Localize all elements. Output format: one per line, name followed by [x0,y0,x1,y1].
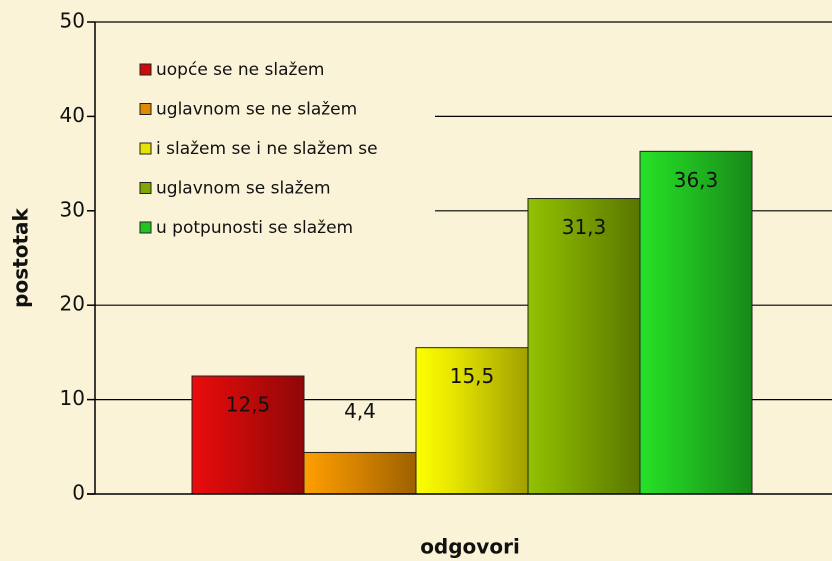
legend-label: u potpunosti se slažem [156,218,353,238]
legend-label: uopće se ne slažem [156,60,324,80]
bar [527,198,641,495]
legend-label: uglavnom se ne slažem [156,100,357,120]
y-tick-label: 10 [60,386,85,410]
data-label: 36,3 [674,168,719,192]
y-tick-label: 30 [60,197,85,221]
y-axis-label: postotak [9,207,33,307]
legend-box [110,40,435,252]
bar [303,451,417,495]
legend-swatch [139,182,152,194]
bar [191,375,305,495]
legend-swatch [139,221,152,234]
legend-label: uglavnom se slažem [156,179,331,199]
y-tick-label: 0 [72,481,85,505]
y-tick-label: 40 [60,103,85,127]
y-tick-label: 20 [60,292,85,316]
bar [639,150,753,495]
data-label: 12,5 [226,393,271,417]
x-axis-label: odgovori [420,535,520,559]
legend-swatch [139,63,152,76]
data-label: 31,3 [562,215,607,239]
data-label: 4,4 [344,399,376,423]
data-label: 15,5 [450,364,495,388]
legend-label: i slažem se i ne slažem se [156,139,378,159]
y-tick-label: 50 [60,9,85,33]
legend-swatch [139,103,152,115]
legend-swatch [139,142,152,155]
